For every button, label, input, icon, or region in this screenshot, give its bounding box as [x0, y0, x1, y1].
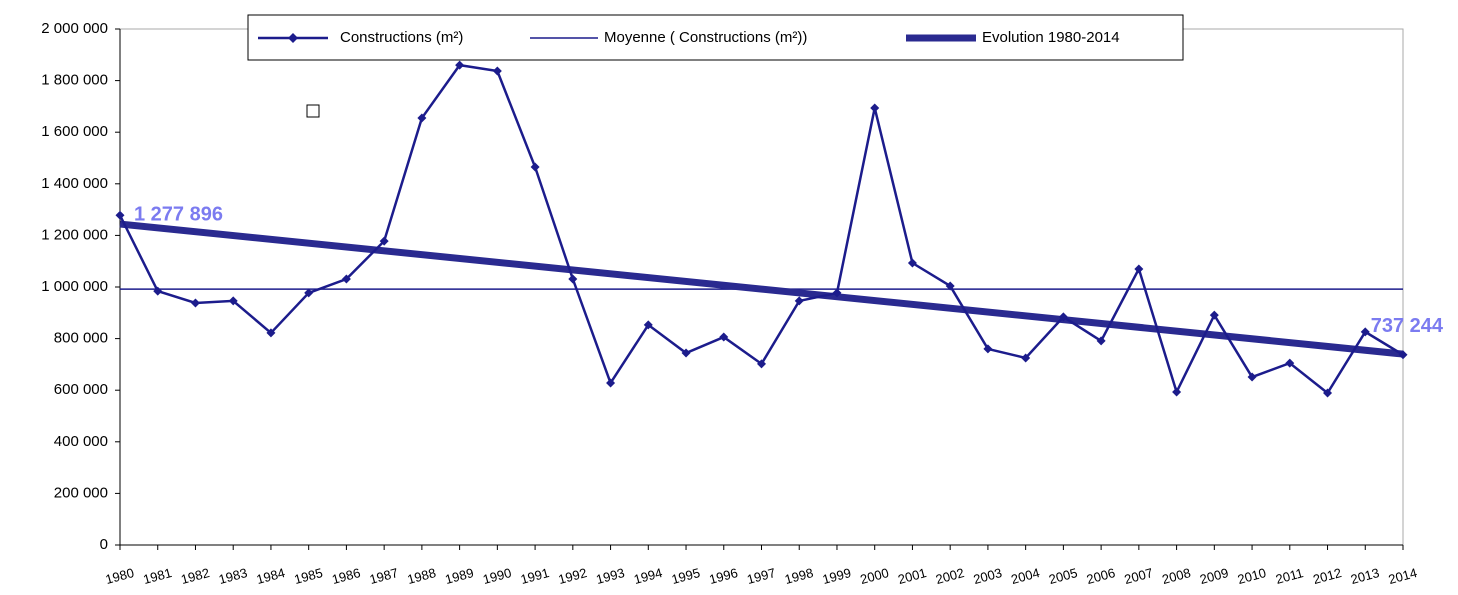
- point: [794, 296, 804, 306]
- x-tick-label: 2001: [896, 565, 928, 587]
- point: [228, 296, 238, 306]
- y-tick-label: 1 200 000: [41, 226, 108, 243]
- x-tick-label: 1982: [179, 565, 211, 587]
- point: [417, 113, 427, 123]
- x-tick-label: 1984: [255, 565, 287, 587]
- x-tick-label: 1985: [292, 565, 324, 587]
- point: [1247, 372, 1257, 382]
- y-tick-label: 1 000 000: [41, 278, 108, 295]
- y-tick-label: 200 000: [54, 484, 108, 501]
- value-label: 737 244: [1371, 315, 1444, 337]
- legend-label: Constructions (m²): [340, 29, 463, 46]
- x-tick-label: 1990: [481, 565, 513, 587]
- point: [606, 378, 616, 388]
- plot: 0 200 000 400 000 600 000 800 000 1 000 000 1 …: [41, 20, 1444, 587]
- x-tick-label: 2008: [1160, 565, 1192, 587]
- point: [832, 288, 842, 298]
- x-tick-label: 2007: [1123, 565, 1155, 587]
- x-tick-label: 2012: [1311, 565, 1343, 587]
- point: [1021, 353, 1031, 363]
- point: [1172, 387, 1182, 397]
- y-tick-label: 1 800 000: [41, 72, 108, 89]
- point: [379, 236, 389, 246]
- y-tick-label: 800 000: [54, 330, 108, 347]
- legend-marker: [288, 33, 298, 43]
- point: [1209, 310, 1219, 320]
- point: [530, 162, 540, 172]
- x-tick-label: 1993: [594, 565, 626, 587]
- y-tick-label: 1 400 000: [41, 175, 108, 192]
- point: [492, 66, 502, 76]
- point: [1058, 312, 1068, 322]
- marker-artifact: [306, 104, 320, 118]
- x-tick-label: 1986: [330, 565, 362, 587]
- x-tick-label: 1997: [745, 565, 777, 587]
- legend: Constructions (m²) Moyenne ( Constructio…: [247, 14, 1184, 61]
- y-tick-label: 1 600 000: [41, 123, 108, 140]
- point: [1285, 358, 1295, 368]
- point: [870, 103, 880, 113]
- x-tick-label: 2002: [934, 565, 966, 587]
- x-tick-label: 2006: [1085, 565, 1117, 587]
- x-tick-label: 2003: [972, 565, 1004, 587]
- point: [568, 274, 578, 284]
- x-tick-label: 1996: [708, 565, 740, 587]
- point: [643, 320, 653, 330]
- x-tick-label: 2005: [1047, 565, 1079, 587]
- x-tick-label: 1989: [443, 565, 475, 587]
- point: [719, 332, 729, 342]
- point: [190, 298, 200, 308]
- x-tick-label: 1994: [632, 565, 664, 587]
- x-tick-label: 2004: [1009, 565, 1041, 587]
- x-tick-label: 2000: [859, 565, 891, 587]
- x-tick-label: 1988: [406, 565, 438, 587]
- legend-label: Evolution 1980-2014: [982, 29, 1120, 46]
- x-tick-label: 1995: [670, 565, 702, 587]
- point: [1096, 336, 1106, 346]
- x-tick-label: 1992: [557, 565, 589, 587]
- x-tick-label: 1981: [142, 565, 174, 587]
- value-label: 1 277 896: [134, 204, 223, 226]
- point: [757, 359, 766, 369]
- y-tick-label: 0: [100, 536, 108, 553]
- x-tick-label: 2009: [1198, 565, 1230, 587]
- x-tick-label: 1983: [217, 565, 249, 587]
- point: [455, 60, 465, 70]
- x-tick-label: 1991: [519, 565, 551, 587]
- x-tick-label: 1980: [104, 565, 136, 587]
- point: [983, 344, 993, 354]
- point: [341, 274, 351, 284]
- y-tick-label: 400 000: [54, 433, 108, 450]
- x-tick-label: 2011: [1274, 565, 1305, 587]
- y-tick-label: 2 000 000: [41, 20, 108, 37]
- point: [1134, 264, 1144, 274]
- point: [945, 281, 955, 291]
- y-tick-label: 600 000: [54, 381, 108, 398]
- point: [1360, 327, 1370, 337]
- point: [907, 258, 917, 268]
- point: [681, 348, 691, 358]
- point: [115, 210, 125, 220]
- point: [1398, 350, 1408, 360]
- trend-line: [119, 220, 1404, 358]
- x-tick-label: 1998: [783, 565, 815, 587]
- x-tick-label: 2014: [1387, 565, 1419, 587]
- legend-label: Moyenne ( Constructions (m²)): [604, 29, 807, 46]
- point: [153, 286, 163, 296]
- x-tick-label: 1987: [368, 565, 400, 587]
- x-tick-label: 1999: [821, 565, 853, 587]
- x-tick-label: 2010: [1236, 565, 1268, 587]
- point: [1323, 388, 1333, 398]
- point: [266, 328, 276, 338]
- x-tick-label: 2013: [1349, 565, 1381, 587]
- point: [304, 288, 314, 298]
- legend-box: [247, 14, 1184, 61]
